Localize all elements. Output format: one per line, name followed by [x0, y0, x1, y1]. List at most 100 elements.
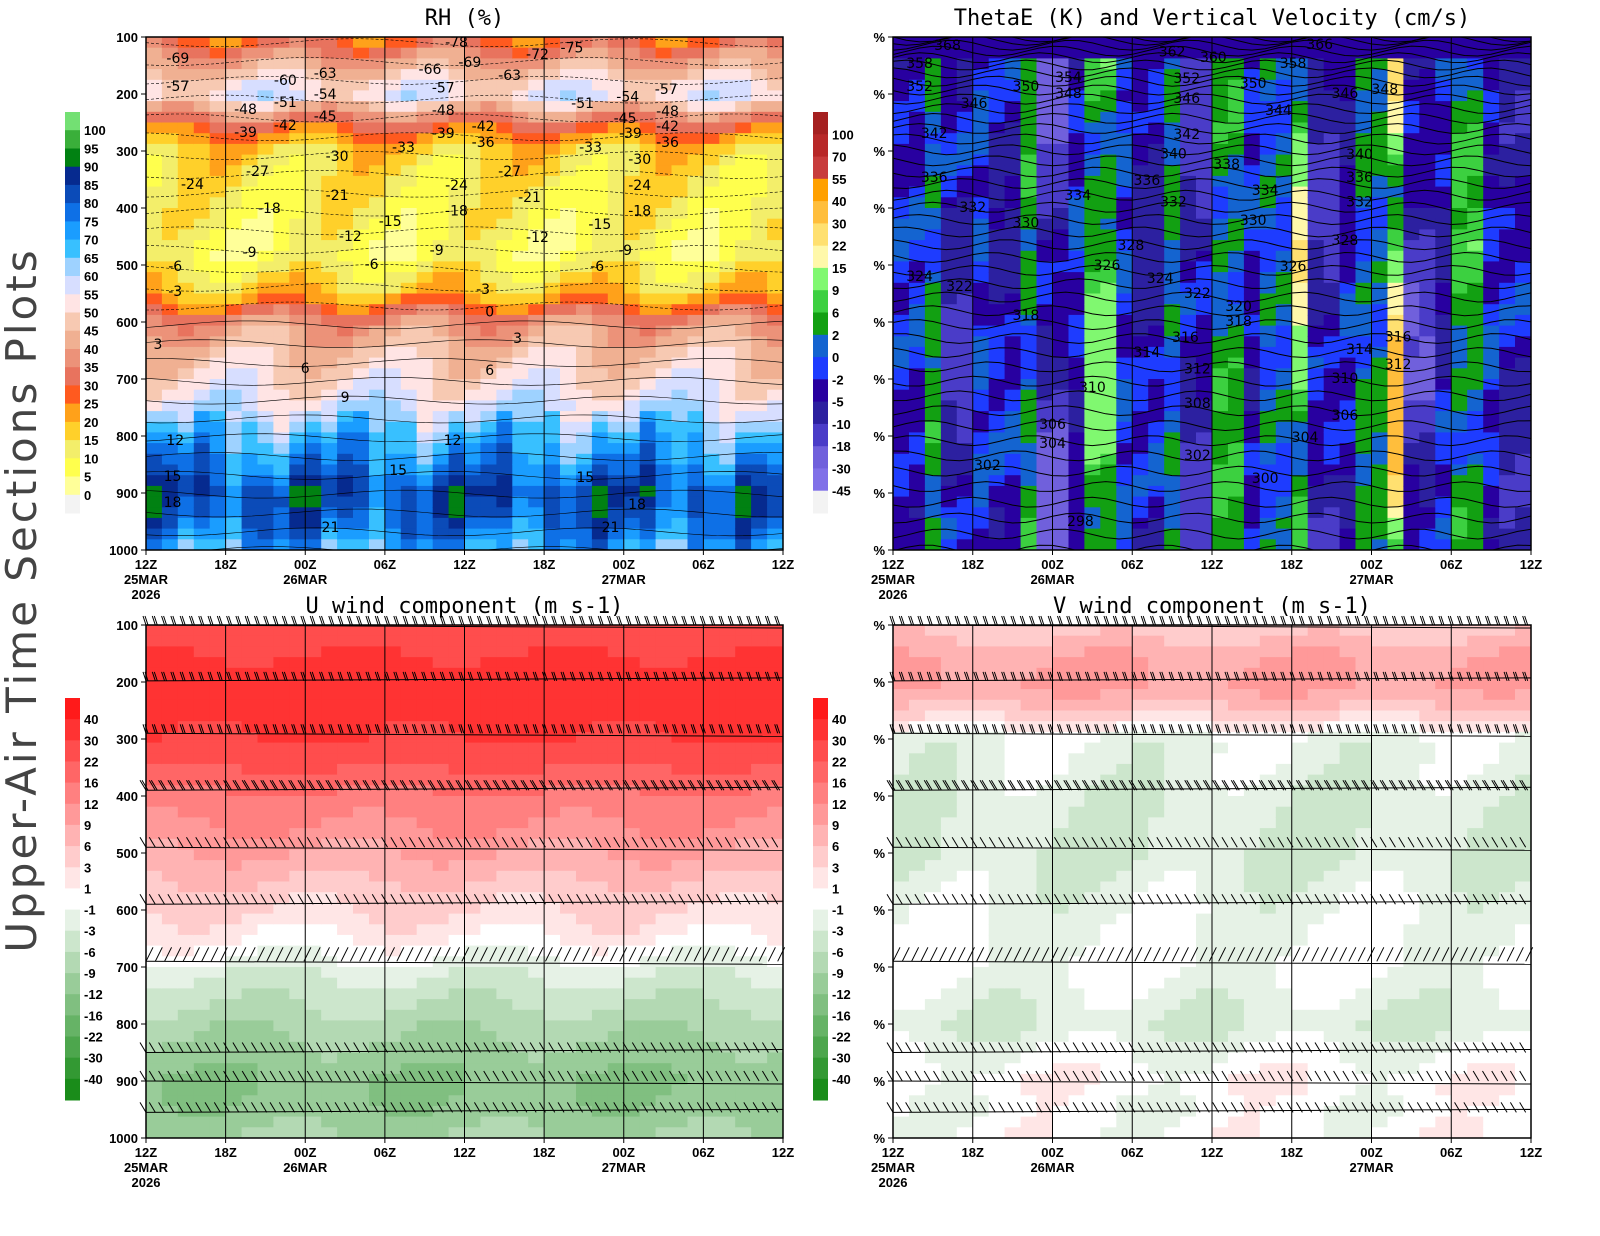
- fill-cell: [369, 646, 386, 658]
- fill-cell: [924, 90, 942, 102]
- fill-cell: [1467, 101, 1484, 113]
- fill-cell: [735, 165, 752, 177]
- fill-cell: [353, 881, 370, 893]
- fill-cell: [1419, 336, 1436, 348]
- fill-cell: [1467, 165, 1484, 177]
- fill-cell: [1116, 325, 1133, 337]
- fill-cell: [464, 389, 481, 401]
- fill-cell: [719, 218, 736, 230]
- fill-cell: [464, 475, 481, 487]
- fill-cell: [1323, 539, 1341, 550]
- fill-cell: [512, 443, 529, 455]
- colorbar-label: 95: [84, 141, 98, 156]
- fill-cell: [305, 1031, 322, 1043]
- fill-cell: [146, 421, 163, 434]
- fill-cell: [1132, 101, 1149, 113]
- colorbar-swatch: [813, 357, 828, 380]
- fill-cell: [703, 37, 720, 49]
- fill-cell: [544, 175, 561, 188]
- fill-cell: [416, 133, 434, 145]
- fill-cell: [1228, 154, 1245, 166]
- fill-cell: [337, 699, 354, 712]
- fill-cell: [1132, 111, 1149, 124]
- fill-cell: [940, 314, 958, 327]
- fill-cell: [1515, 304, 1531, 316]
- contour-label: 12: [444, 433, 462, 449]
- fill-cell: [1100, 175, 1117, 188]
- colorbar-swatch: [65, 166, 80, 186]
- fill-cell: [273, 945, 290, 957]
- fill-cell: [177, 154, 195, 166]
- fill-cell: [591, 539, 609, 550]
- fill-cell: [1307, 218, 1325, 230]
- fill-cell: [560, 272, 577, 284]
- fill-cell: [353, 304, 370, 316]
- fill-cell: [639, 197, 657, 209]
- fill-cell: [1419, 325, 1436, 337]
- fill-cell: [305, 967, 322, 979]
- fill-cell: [1068, 47, 1086, 59]
- fill-cell: [1148, 293, 1165, 305]
- fill-cell: [161, 657, 179, 669]
- fill-cell: [940, 79, 958, 92]
- fill-cell: [225, 742, 243, 754]
- fill-cell: [161, 1084, 179, 1096]
- fill-cell: [464, 517, 481, 530]
- fill-cell: [289, 924, 306, 936]
- fill-cell: [1291, 325, 1309, 337]
- fill-cell: [655, 272, 673, 284]
- fill-cell: [1100, 37, 1117, 49]
- fill-cell: [177, 272, 195, 284]
- fill-cell: [1212, 346, 1229, 359]
- fill-cell: [241, 475, 259, 487]
- fill-cell: [607, 443, 625, 455]
- fill-cell: [1451, 101, 1468, 113]
- fill-cell: [528, 261, 545, 273]
- fill-cell: [591, 346, 609, 359]
- fill-cell: [591, 186, 609, 198]
- fill-cell: [146, 753, 163, 765]
- fill-cell: [1084, 443, 1101, 455]
- fill-cell: [655, 261, 673, 273]
- fill-cell: [177, 999, 195, 1011]
- fill-cell: [416, 293, 434, 305]
- fill-cell: [988, 325, 1006, 337]
- fill-cell: [193, 336, 211, 348]
- fill-cell: [321, 101, 338, 113]
- fill-cell: [607, 368, 625, 380]
- contour-label: 320: [1225, 299, 1252, 315]
- fill-cell: [1212, 122, 1229, 134]
- fill-cell: [544, 464, 561, 476]
- fill-cell: [1020, 517, 1038, 530]
- fill-cell: [257, 79, 274, 92]
- fill-cell: [1515, 346, 1531, 359]
- fill-cell: [496, 143, 513, 156]
- fill-cell: [1371, 250, 1389, 263]
- fill-cell: [1387, 453, 1405, 466]
- y-tick-label: 500: [116, 258, 138, 273]
- fill-cell: [623, 37, 641, 49]
- fill-cell: [1243, 389, 1261, 401]
- fill-cell: [1451, 400, 1468, 412]
- fill-cell: [369, 79, 386, 92]
- fill-cell: [544, 47, 561, 59]
- fill-cell: [193, 1020, 211, 1032]
- fill-cell: [988, 411, 1006, 423]
- fill-cell: [480, 304, 497, 316]
- fill-cell: [337, 240, 354, 252]
- fill-cell: [1499, 175, 1516, 188]
- fill-cell: [480, 240, 497, 252]
- fill-cell: [767, 485, 783, 498]
- fill-cell: [337, 1020, 354, 1032]
- fill-cell: [1403, 389, 1420, 401]
- fill-cell: [353, 411, 370, 423]
- fill-cell: [225, 1041, 243, 1054]
- fill-cell: [893, 421, 910, 434]
- fill-cell: [940, 304, 958, 316]
- fill-cell: [1004, 69, 1022, 81]
- fill-cell: [1004, 357, 1022, 369]
- fill-cell: [209, 240, 227, 252]
- fill-cell: [751, 368, 768, 380]
- fill-cell: [1196, 314, 1213, 327]
- fill-cell: [767, 325, 783, 337]
